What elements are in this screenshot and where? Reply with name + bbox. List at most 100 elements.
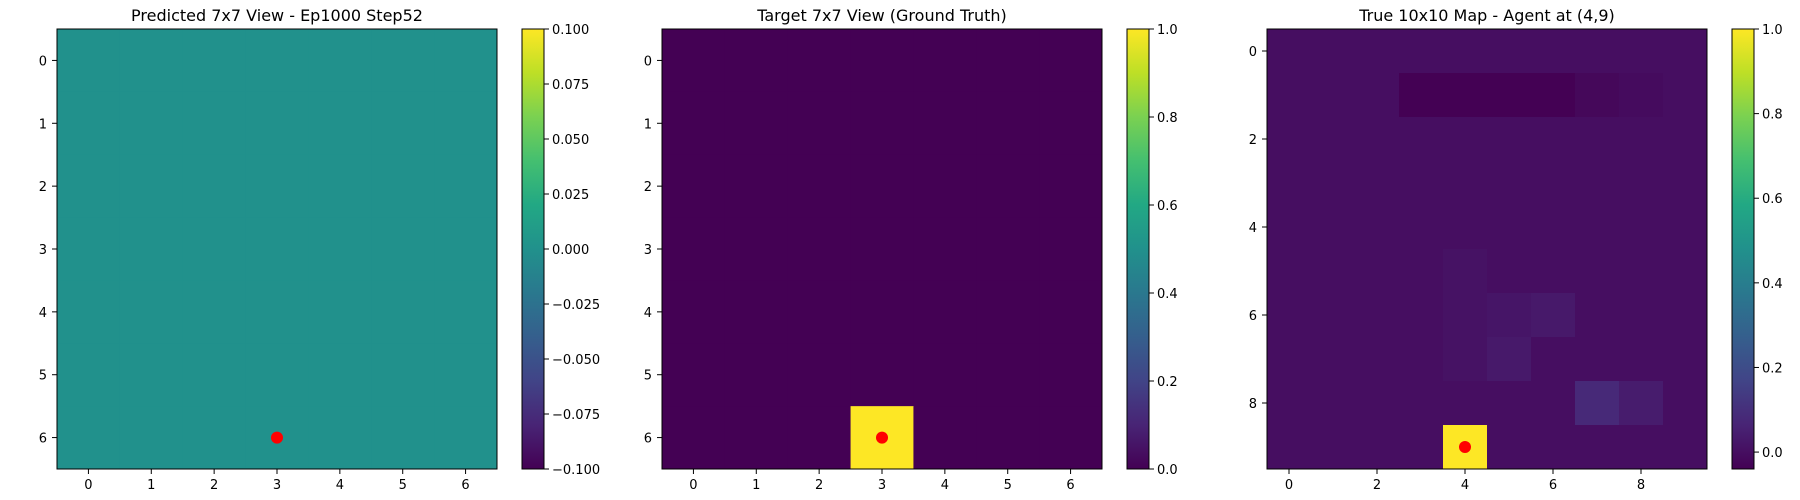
heatmap-cell bbox=[662, 154, 726, 219]
panel-1-heatmap bbox=[57, 29, 498, 470]
x-tick-label: 6 bbox=[461, 478, 469, 493]
heatmap-cell bbox=[434, 406, 498, 470]
heatmap-cell bbox=[1399, 73, 1444, 118]
heatmap-cell bbox=[1399, 29, 1444, 74]
heatmap-cell bbox=[434, 217, 498, 281]
heatmap-cell bbox=[724, 343, 789, 407]
heatmap-cell bbox=[434, 343, 498, 407]
heatmap-cell bbox=[976, 29, 1040, 93]
heatmap-cell bbox=[1399, 161, 1444, 206]
panel-2-heatmap bbox=[662, 29, 1103, 470]
panel-2-colorbar bbox=[1126, 28, 1150, 470]
heatmap-cell bbox=[1443, 381, 1488, 426]
heatmap-cell bbox=[1575, 425, 1620, 470]
heatmap-cell bbox=[1575, 117, 1620, 162]
panel-1-title: Predicted 7x7 View - Ep1000 Step52 bbox=[131, 6, 423, 25]
heatmap-cell bbox=[1311, 205, 1356, 250]
heatmap-cell bbox=[662, 217, 726, 281]
x-tick-label: 5 bbox=[399, 478, 407, 493]
heatmap-cell bbox=[1619, 117, 1664, 162]
y-tick-label: 2 bbox=[39, 180, 47, 195]
heatmap-cell bbox=[1487, 29, 1532, 74]
heatmap-cell bbox=[1311, 293, 1356, 338]
heatmap-cell bbox=[850, 217, 914, 281]
heatmap-cell bbox=[57, 217, 121, 281]
heatmap-cell bbox=[245, 29, 309, 93]
heatmap-cell bbox=[1531, 73, 1576, 118]
heatmap-cell bbox=[1311, 161, 1356, 206]
panel-2-title: Target 7x7 View (Ground Truth) bbox=[756, 6, 1007, 25]
heatmap-cell bbox=[1531, 293, 1576, 338]
heatmap-cell bbox=[1663, 293, 1708, 338]
heatmap-cell bbox=[1663, 249, 1708, 294]
y-tick-label: 3 bbox=[39, 243, 47, 258]
heatmap-cell bbox=[1443, 161, 1488, 206]
heatmap-cell bbox=[1443, 337, 1488, 382]
heatmap-cell bbox=[1663, 381, 1708, 426]
heatmap-cell bbox=[119, 91, 184, 156]
heatmap-cell bbox=[913, 154, 977, 219]
heatmap-cell bbox=[1531, 161, 1576, 206]
colorbar-tick-label: 0.100 bbox=[552, 23, 589, 38]
heatmap-cell bbox=[1399, 425, 1444, 470]
heatmap-cell bbox=[245, 280, 309, 344]
heatmap-cell bbox=[1399, 117, 1444, 162]
colorbar-tick-label: 0.4 bbox=[1157, 287, 1178, 302]
heatmap-cell bbox=[308, 154, 372, 219]
heatmap-cell bbox=[1311, 425, 1356, 470]
heatmap-cell bbox=[434, 154, 498, 219]
heatmap-cell bbox=[1355, 117, 1400, 162]
x-tick-label: 2 bbox=[815, 478, 823, 493]
x-tick-label: 6 bbox=[1549, 478, 1557, 493]
heatmap-cell bbox=[245, 343, 309, 407]
heatmap-cell bbox=[1267, 425, 1312, 470]
heatmap-cell bbox=[1039, 91, 1103, 156]
heatmap-cell bbox=[976, 280, 1040, 344]
heatmap-cell bbox=[913, 217, 977, 281]
heatmap-cell bbox=[1619, 293, 1664, 338]
heatmap-cell bbox=[1487, 161, 1532, 206]
x-tick-label: 2 bbox=[210, 478, 218, 493]
heatmap-cell bbox=[1531, 205, 1576, 250]
heatmap-cell bbox=[1487, 117, 1532, 162]
panel-true-map: True 10x10 Map - Agent at (4,9) 0 2 4 6 8 0 2 4… bbox=[1249, 6, 1783, 493]
panel-3-frame bbox=[1266, 28, 1708, 470]
heatmap-cell bbox=[913, 29, 977, 93]
heatmap-cell bbox=[724, 217, 789, 281]
heatmap-cell bbox=[245, 217, 309, 281]
panel-1-agent-marker bbox=[271, 431, 283, 444]
y-tick-label: 1 bbox=[39, 117, 47, 132]
heatmap-cell bbox=[245, 154, 309, 219]
y-tick-label: 2 bbox=[1249, 133, 1257, 148]
colorbar-tick-label: −0.025 bbox=[552, 298, 600, 313]
heatmap-cell bbox=[1355, 161, 1400, 206]
heatmap-cell bbox=[1355, 249, 1400, 294]
colorbar-tick-label: 1.0 bbox=[1157, 23, 1178, 38]
heatmap-cell bbox=[1267, 205, 1312, 250]
heatmap-cell bbox=[1311, 29, 1356, 74]
heatmap-cell bbox=[371, 406, 435, 470]
colorbar-tick-label: −0.075 bbox=[552, 408, 600, 423]
heatmap-cell bbox=[1355, 293, 1400, 338]
heatmap-cell bbox=[57, 154, 121, 219]
y-tick-label: 0 bbox=[39, 54, 47, 69]
x-tick-label: 4 bbox=[941, 478, 949, 493]
heatmap-cell bbox=[850, 280, 914, 344]
y-tick-label: 4 bbox=[644, 306, 652, 321]
colorbar-tick-label: 0.2 bbox=[1157, 375, 1178, 390]
heatmap-cell bbox=[1575, 293, 1620, 338]
heatmap-cell bbox=[1575, 337, 1620, 382]
heatmap-cell bbox=[787, 91, 852, 156]
heatmap-cell bbox=[57, 280, 121, 344]
y-tick-label: 4 bbox=[1249, 221, 1257, 236]
y-tick-label: 0 bbox=[1249, 45, 1257, 60]
y-tick-label: 6 bbox=[644, 432, 652, 447]
heatmap-cell bbox=[1443, 73, 1488, 118]
heatmap-cell bbox=[308, 91, 372, 156]
heatmap-cell bbox=[1267, 117, 1312, 162]
heatmap-cell bbox=[1663, 161, 1708, 206]
panel-predicted-view: Predicted 7x7 View - Ep1000 Step52 0 1 2 3 4… bbox=[39, 6, 600, 493]
x-tick-label: 1 bbox=[752, 478, 760, 493]
heatmap-cell bbox=[1575, 205, 1620, 250]
heatmap-cell bbox=[1355, 381, 1400, 426]
